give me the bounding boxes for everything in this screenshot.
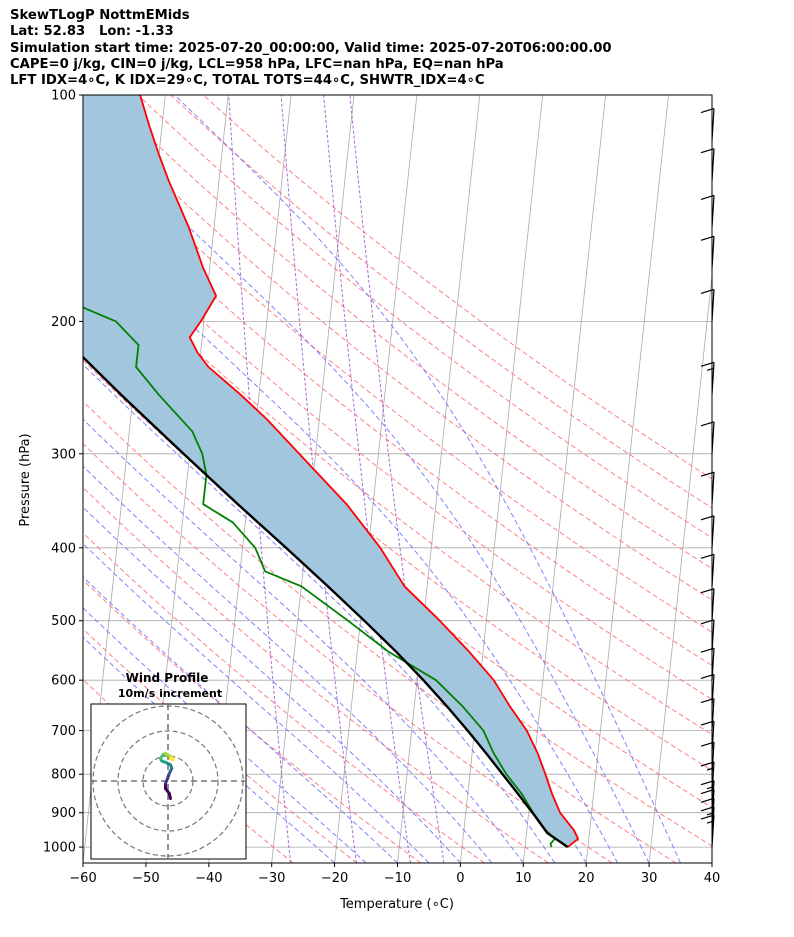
y-axis-label: Pressure (hPa) — [18, 433, 33, 526]
x-tick-label: 40 — [704, 871, 721, 886]
dry-adiabat-line — [83, 137, 712, 633]
isotherm-line — [334, 95, 418, 863]
dry-adiabat-line — [83, 579, 421, 863]
x-tick-label: −50 — [132, 871, 159, 886]
y-tick-label: 1000 — [43, 841, 76, 856]
y-tick-label: 300 — [51, 447, 76, 462]
chart-title: SkewTLogP NottmEMids — [10, 8, 190, 23]
x-axis-label: Temperature (∘C) — [339, 897, 454, 912]
axes: −60 −50 −40 −30 −20 −10 0 10 20 30 40 1000 900 800 700… — [43, 89, 720, 887]
wind-barb — [700, 471, 715, 505]
dry-adiabat-line — [137, 95, 712, 539]
dry-adiabat-line — [83, 400, 677, 863]
wind-barb — [700, 741, 715, 775]
x-tick-label: −10 — [384, 871, 411, 886]
y-tick-label: 800 — [51, 768, 76, 783]
x-tick-label: −60 — [69, 871, 96, 886]
hodograph-ring — [117, 730, 219, 832]
moist-adiabat-line — [83, 607, 367, 863]
x-tick-label: 0 — [456, 871, 464, 886]
moist-adiabat-line — [83, 363, 556, 863]
temperature-line — [139, 95, 579, 848]
x-tick-label: −30 — [258, 871, 285, 886]
wind-barb — [700, 194, 715, 228]
header: SkewTLogP NottmEMids Lat: 52.83 Lon: -1.… — [10, 8, 612, 89]
y-tick-label: 500 — [51, 614, 76, 629]
x-tick-label: −20 — [321, 871, 348, 886]
cin-shaded-area — [83, 95, 579, 848]
index-line: LFT IDX=4∘C, K IDX=29∘C, TOTAL TOTS=44∘C… — [10, 73, 485, 89]
moist-adiabat-line — [83, 418, 524, 863]
moist-adiabat-line — [83, 636, 335, 863]
wind-barb — [700, 421, 715, 454]
moist-adiabat-line — [83, 219, 619, 863]
isotherm-line — [585, 95, 669, 863]
isotherm-line — [522, 95, 606, 863]
isotherm-line — [711, 859, 712, 863]
moist-adiabat-line — [83, 506, 461, 863]
x-tick-label: 30 — [641, 871, 658, 886]
dry-adiabat-line — [83, 172, 712, 666]
plot-area — [83, 95, 712, 863]
y-tick-label: 900 — [51, 806, 76, 821]
parcel-path-line — [83, 355, 569, 849]
dry-adiabat-line — [83, 628, 358, 863]
mixing-ratio-line — [280, 95, 357, 863]
wind-barb — [700, 108, 715, 141]
wind-barb — [700, 288, 715, 322]
moist-adiabat-line — [83, 123, 650, 863]
dry-adiabat-line — [83, 486, 549, 863]
dry-adiabat-line — [83, 207, 712, 701]
dry-adiabat-line — [83, 443, 613, 863]
hodograph-title: Wind Profile — [126, 671, 209, 685]
time-line: Simulation start time: 2025-07-20_00:00:… — [10, 40, 612, 56]
wind-barb — [700, 698, 715, 731]
y-tick-label: 700 — [51, 724, 76, 739]
dry-adiabat-line — [83, 281, 712, 772]
y-tick-label: 400 — [51, 541, 76, 556]
wind-barb — [700, 515, 715, 548]
dry-adiabat-line — [105, 95, 712, 570]
dry-adiabat-line — [83, 243, 712, 736]
mixing-ratio-line — [323, 95, 411, 863]
y-tick-label: 100 — [51, 89, 76, 104]
x-tick-label: −40 — [195, 871, 222, 886]
wind-barbs — [700, 108, 715, 848]
dry-adiabat-line — [83, 532, 485, 863]
y-tick-label: 600 — [51, 674, 76, 689]
dewpoint-line — [83, 306, 556, 848]
wind-barb — [700, 361, 715, 395]
moist-adiabat-line — [83, 465, 493, 863]
cape-line: CAPE=0 j/kg, CIN=0 j/kg, LCL=958 hPa, LF… — [10, 56, 504, 72]
isotherm-line — [648, 272, 712, 863]
hodograph-inset: Wind Profile 10m/s increment — [90, 671, 247, 860]
x-tick-label: 10 — [515, 871, 532, 886]
location-line: Lat: 52.83 Lon: -1.33 — [10, 24, 174, 40]
y-tick-label: 200 — [51, 315, 76, 330]
x-tick-label: 20 — [578, 871, 595, 886]
mixing-ratio-line — [349, 95, 445, 863]
wind-barb — [700, 588, 715, 621]
wind-barb — [700, 553, 715, 587]
moist-adiabat-line — [83, 542, 430, 863]
dry-adiabat-line — [83, 319, 712, 809]
wind-barb — [700, 720, 715, 754]
wind-barb — [700, 148, 715, 181]
wind-barb — [700, 235, 715, 269]
hodograph-subtitle: 10m/s increment — [118, 687, 222, 700]
hodograph-segment — [169, 757, 175, 762]
moist-adiabat-line — [174, 95, 681, 863]
